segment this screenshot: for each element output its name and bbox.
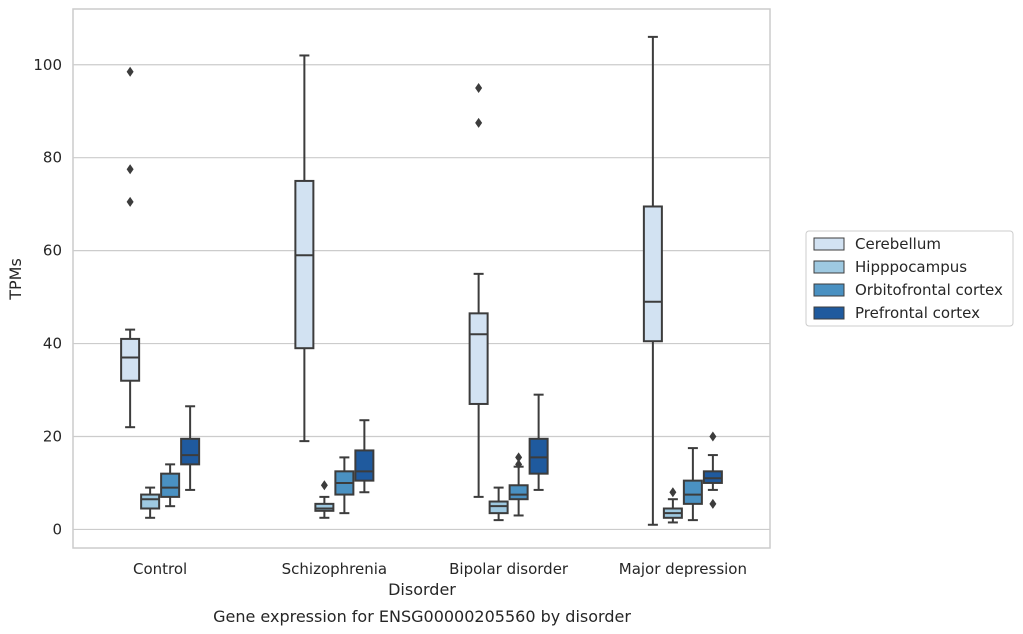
legend-label: Orbitofrontal cortex bbox=[855, 281, 1003, 299]
box-body bbox=[140, 493, 161, 510]
box-body bbox=[314, 502, 335, 512]
x-tick-label: Major depression bbox=[619, 560, 747, 578]
box-orbitofrontal-cortex-control bbox=[160, 463, 181, 508]
box-body bbox=[528, 437, 549, 475]
y-tick-label: 60 bbox=[43, 242, 62, 260]
outlier-point bbox=[126, 164, 134, 175]
y-axis-label: TPMs bbox=[6, 258, 25, 301]
box-prefrontal-cortex-bipolar-disorder bbox=[528, 393, 549, 491]
y-tick-labels: 0 20 40 60 80 100 bbox=[33, 56, 62, 539]
box-body bbox=[488, 500, 509, 515]
boxes-layer bbox=[120, 35, 723, 526]
outlier-point bbox=[126, 66, 134, 77]
box-cerebellum-bipolar-disorder bbox=[468, 82, 489, 498]
outlier-point bbox=[475, 117, 483, 128]
outlier-point bbox=[669, 487, 677, 498]
box-body bbox=[642, 205, 663, 343]
box-body bbox=[508, 484, 529, 501]
y-tick-label: 80 bbox=[43, 149, 62, 167]
box-orbitofrontal-cortex-bipolar-disorder bbox=[508, 452, 529, 517]
x-tick-label: Control bbox=[133, 560, 187, 578]
box-hipppocampus-bipolar-disorder bbox=[488, 486, 509, 522]
outlier-point bbox=[709, 431, 717, 442]
box-hipppocampus-schizophrenia bbox=[314, 480, 335, 519]
outlier-point bbox=[515, 452, 523, 463]
box-body bbox=[682, 479, 703, 505]
box-prefrontal-cortex-control bbox=[180, 405, 201, 491]
box-orbitofrontal-cortex-schizophrenia bbox=[334, 456, 355, 515]
x-tick-label: Bipolar disorder bbox=[449, 560, 569, 578]
box-body bbox=[702, 470, 723, 484]
box-hipppocampus-major-depression bbox=[662, 487, 683, 524]
box-body bbox=[120, 337, 141, 382]
outlier-point bbox=[515, 459, 523, 470]
box-body bbox=[180, 437, 201, 466]
x-tick-label: Schizophrenia bbox=[282, 560, 387, 578]
y-tick-label: 20 bbox=[43, 427, 62, 445]
grid-layer bbox=[73, 64, 770, 531]
box-body bbox=[160, 472, 181, 498]
plot-frame bbox=[72, 8, 771, 549]
box-body bbox=[468, 312, 489, 405]
box-body bbox=[294, 179, 315, 350]
y-tick-label: 100 bbox=[33, 56, 62, 74]
outlier-point bbox=[475, 82, 483, 93]
box-cerebellum-schizophrenia bbox=[294, 54, 315, 443]
box-hipppocampus-control bbox=[140, 486, 161, 519]
chart-caption: Gene expression for ENSG00000205560 by d… bbox=[213, 607, 631, 626]
outlier-point bbox=[709, 498, 717, 509]
legend-frame bbox=[805, 230, 1014, 327]
box-prefrontal-cortex-major-depression bbox=[702, 431, 723, 509]
legend-label: Prefrontal cortex bbox=[855, 304, 980, 322]
outlier-point bbox=[320, 480, 328, 491]
box-orbitofrontal-cortex-major-depression bbox=[682, 447, 703, 522]
x-axis-label: Disorder bbox=[388, 580, 456, 599]
box-prefrontal-cortex-schizophrenia bbox=[354, 419, 375, 494]
legend: Cerebellum Hipppocampus Orbitofrontal cort… bbox=[805, 230, 1014, 327]
box-body bbox=[354, 449, 375, 482]
box-cerebellum-major-depression bbox=[642, 35, 663, 526]
legend-label: Hipppocampus bbox=[855, 258, 967, 276]
legend-label: Cerebellum bbox=[855, 235, 941, 253]
legend-swatch bbox=[813, 237, 845, 251]
x-tick-labels: Control Schizophrenia Bipolar disorder Majo… bbox=[133, 560, 747, 578]
legend-swatch bbox=[813, 260, 845, 274]
box-cerebellum-control bbox=[120, 66, 141, 429]
y-tick-label: 40 bbox=[43, 335, 62, 353]
legend-swatch bbox=[813, 306, 845, 320]
legend-swatch bbox=[813, 283, 845, 297]
outlier-point bbox=[126, 196, 134, 207]
y-tick-label: 0 bbox=[52, 520, 62, 538]
